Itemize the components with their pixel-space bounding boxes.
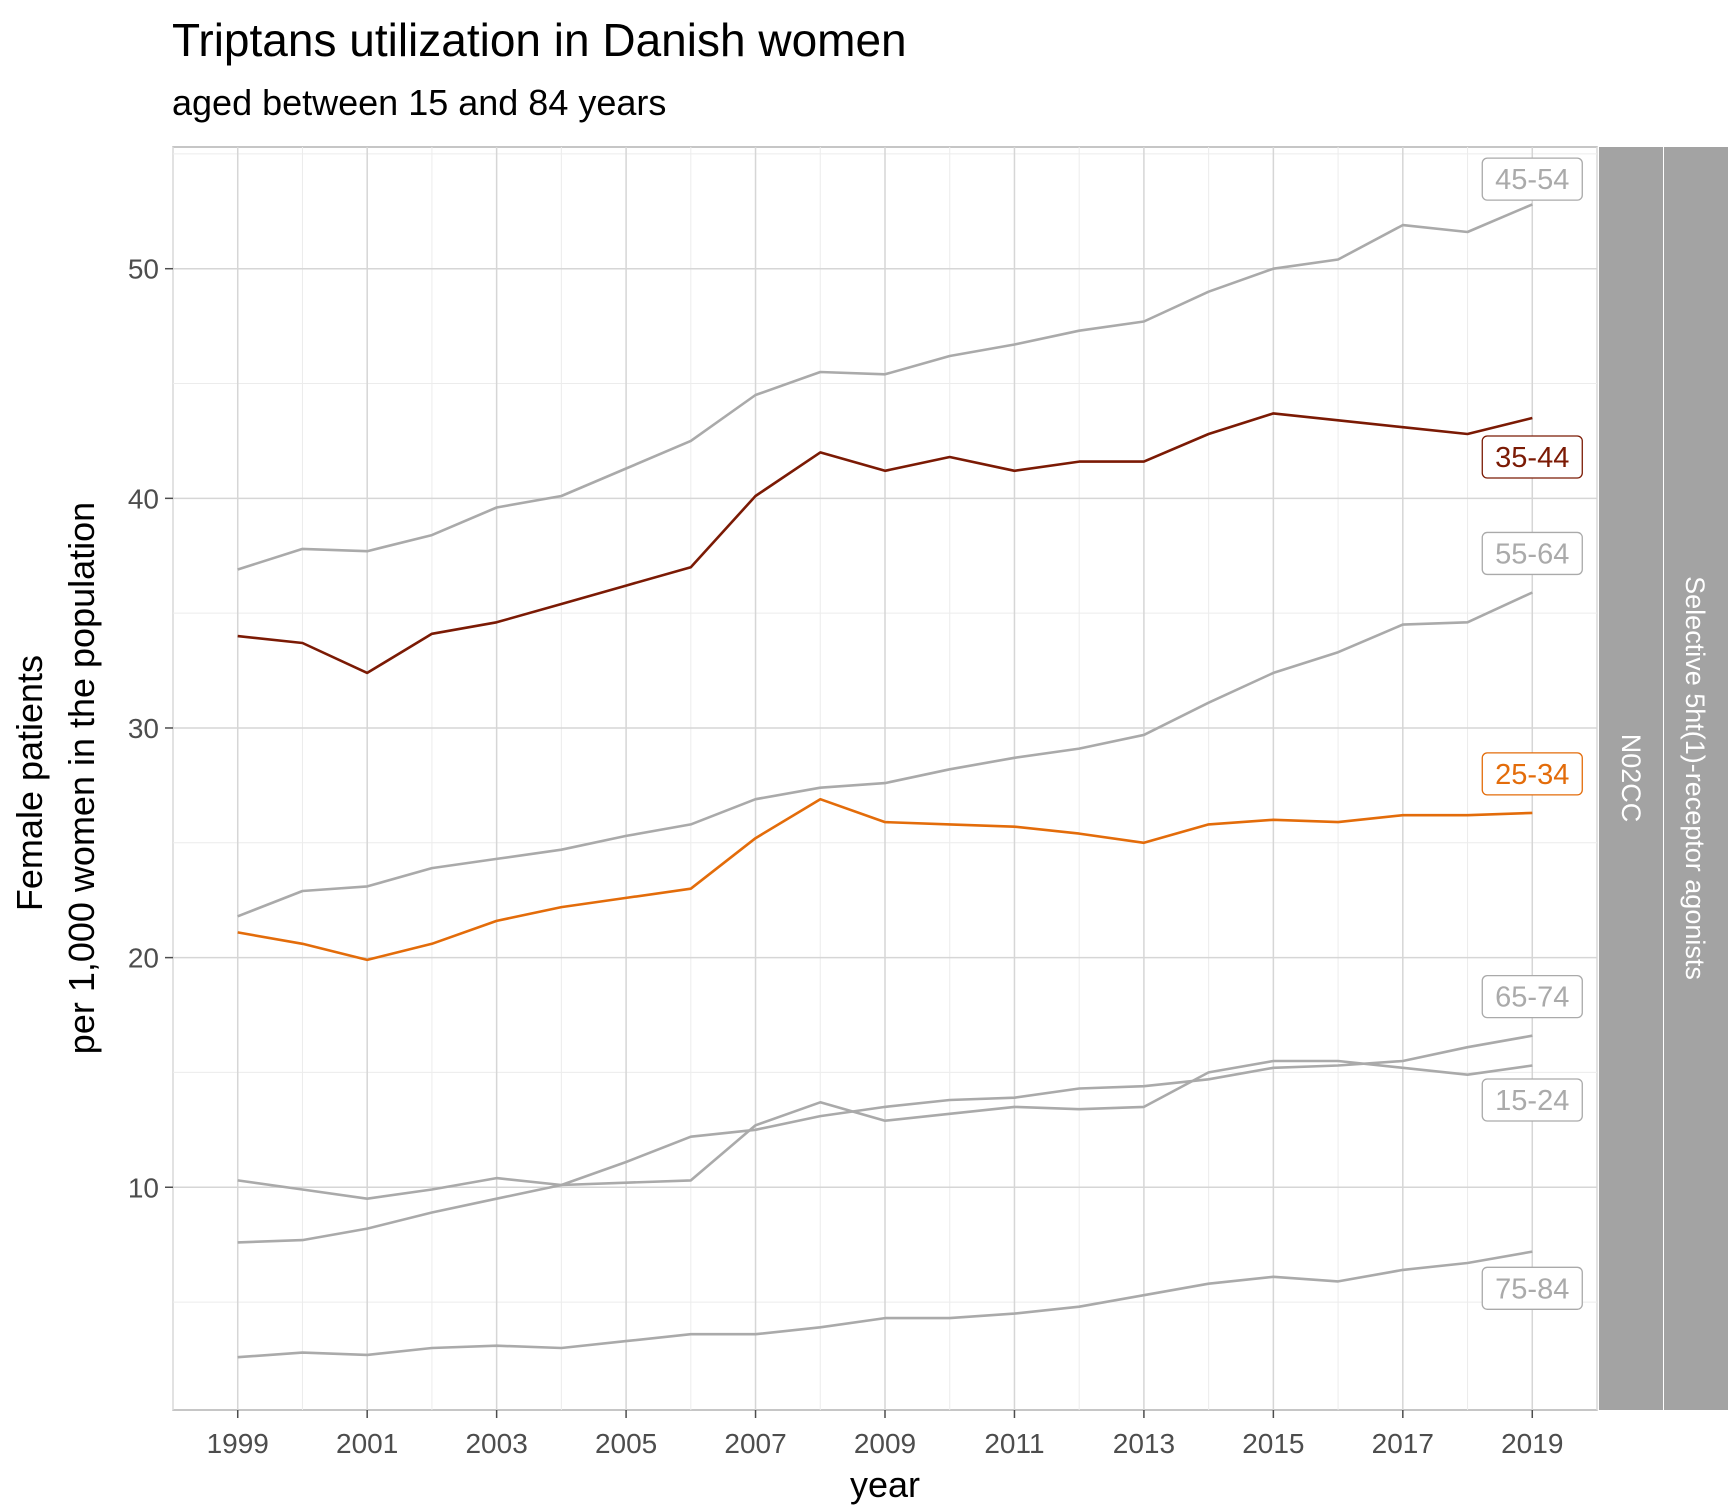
y-tick-label-20: 20 xyxy=(128,943,159,974)
y-tick-label-40: 40 xyxy=(128,483,159,514)
end-label-box-45-54 xyxy=(1481,157,1583,201)
end-label-45-54: 45-54 xyxy=(1481,157,1583,201)
y-tick-label-30: 30 xyxy=(128,713,159,744)
x-axis-title: year xyxy=(850,1464,920,1505)
end-label-65-74: 65-74 xyxy=(1481,975,1583,1019)
x-tick-label-2005: 2005 xyxy=(595,1428,657,1459)
series-line-35-44 xyxy=(237,412,1533,675)
y-axis-ticks: 10 20 30 40 50 xyxy=(128,254,173,1203)
end-label-35-44: 35-44 xyxy=(1481,435,1583,479)
series-line-55-64 xyxy=(237,591,1533,918)
x-tick-label-2007: 2007 xyxy=(724,1428,786,1459)
x-axis-ticks: 1999 2001 2003 2005 2007 2009 2011 2013 2015 2017… xyxy=(207,1410,1563,1459)
y-axis-title-line-2: per 1,000 women in the population xyxy=(61,502,102,1054)
end-label-text-65-74: 65-74 xyxy=(1495,982,1569,1014)
facet-strip-label-agonists: Selective 5ht(1)-receptor agonists xyxy=(1680,576,1710,980)
series-line-45-54 xyxy=(237,203,1533,571)
end-label-box-25-34 xyxy=(1481,752,1583,796)
end-label-box-35-44 xyxy=(1481,435,1583,479)
end-label-text-45-54: 45-54 xyxy=(1495,164,1569,196)
end-label-15-24: 15-24 xyxy=(1481,1078,1583,1122)
end-label-text-75-84: 75-84 xyxy=(1495,1273,1569,1305)
facet-strip-label-n02cc: N02CC xyxy=(1616,734,1646,823)
y-axis-title-line-1: Female patients xyxy=(9,655,50,911)
y-tick-label-10: 10 xyxy=(128,1172,159,1203)
end-label-text-35-44: 35-44 xyxy=(1495,442,1569,474)
end-label-box-75-84 xyxy=(1481,1266,1583,1310)
end-label-box-65-74 xyxy=(1481,975,1583,1019)
series-lines xyxy=(237,203,1533,1359)
x-tick-label-2019: 2019 xyxy=(1501,1428,1563,1459)
end-label-box-55-64 xyxy=(1481,531,1583,576)
x-tick-label-2011: 2011 xyxy=(984,1428,1044,1459)
end-label-text-25-34: 25-34 xyxy=(1495,759,1569,791)
series-end-labels: 45-54 55-64 65-74 15-24 75-84 25-34 35-44 xyxy=(1481,157,1583,1310)
x-tick-label-2013: 2013 xyxy=(1113,1428,1175,1459)
x-tick-label-2015: 2015 xyxy=(1242,1428,1304,1459)
facet-strip-n02cc xyxy=(1599,147,1663,1410)
series-line-75-84 xyxy=(237,1250,1533,1359)
grid-lines xyxy=(172,147,1598,1410)
series-line-65-74 xyxy=(237,1034,1533,1244)
x-tick-label-1999: 1999 xyxy=(207,1428,269,1459)
end-label-box-15-24 xyxy=(1481,1078,1583,1122)
x-tick-label-2003: 2003 xyxy=(465,1428,527,1459)
x-tick-label-2001: 2001 xyxy=(336,1428,398,1459)
end-label-text-55-64: 55-64 xyxy=(1495,538,1569,570)
end-label-text-15-24: 15-24 xyxy=(1495,1085,1569,1117)
end-label-75-84: 75-84 xyxy=(1481,1266,1583,1310)
end-label-55-64: 55-64 xyxy=(1481,531,1583,576)
chart-subtitle: aged between 15 and 84 years xyxy=(172,82,666,123)
chart-title: Triptans utilization in Danish women xyxy=(172,14,907,66)
y-axis-title: Female patients per 1,000 women in the p… xyxy=(9,502,102,1054)
facet-strip-agonists xyxy=(1664,147,1728,1410)
series-line-25-34 xyxy=(237,797,1533,962)
series-line-15-24 xyxy=(237,1059,1533,1200)
x-tick-label-2009: 2009 xyxy=(854,1428,916,1459)
y-tick-label-50: 50 xyxy=(128,254,159,285)
x-tick-label-2017: 2017 xyxy=(1372,1428,1434,1459)
end-label-25-34: 25-34 xyxy=(1481,752,1583,796)
